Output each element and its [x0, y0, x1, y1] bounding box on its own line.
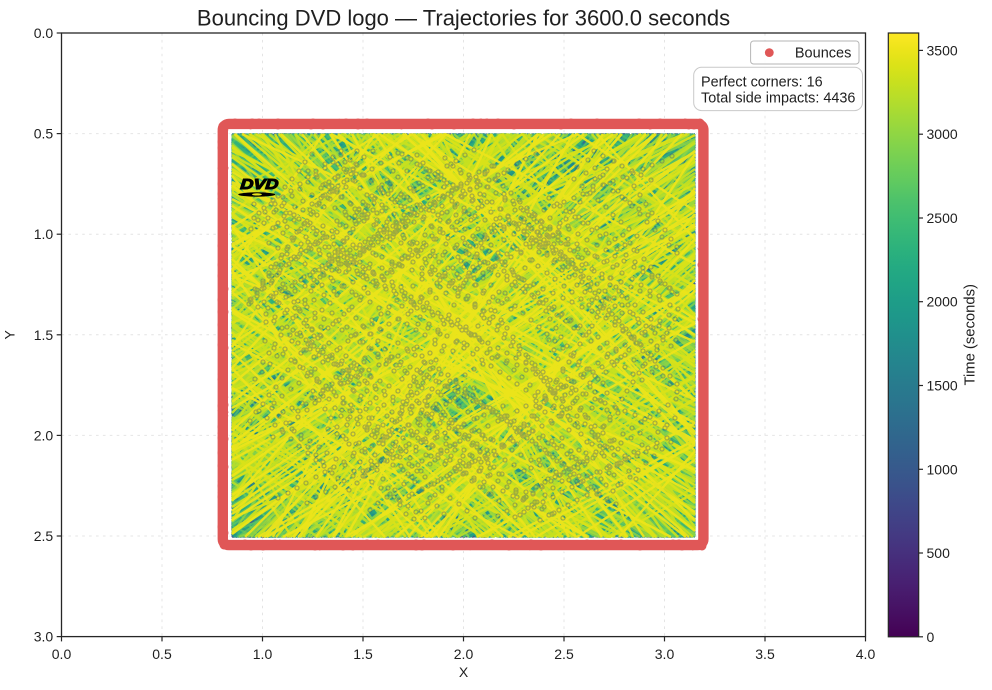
svg-text:DVD: DVD [240, 177, 280, 193]
svg-text:1500: 1500 [927, 378, 958, 394]
svg-text:1.0: 1.0 [34, 226, 54, 242]
svg-text:X: X [459, 664, 469, 680]
svg-text:2000: 2000 [927, 294, 958, 310]
svg-text:1.5: 1.5 [34, 327, 54, 343]
svg-text:Time (seconds): Time (seconds) [963, 284, 979, 385]
svg-text:2.5: 2.5 [554, 646, 574, 662]
svg-text:1000: 1000 [927, 461, 958, 477]
svg-text:0.5: 0.5 [152, 646, 172, 662]
svg-text:Bouncing DVD logo — Trajectori: Bouncing DVD logo — Trajectories for 360… [197, 6, 730, 31]
svg-text:0.5: 0.5 [34, 126, 54, 142]
svg-text:3000: 3000 [927, 126, 958, 142]
svg-text:Bounces: Bounces [795, 45, 851, 61]
svg-text:0.0: 0.0 [52, 646, 72, 662]
svg-text:3.5: 3.5 [755, 646, 775, 662]
svg-text:1.5: 1.5 [353, 646, 373, 662]
svg-text:3.0: 3.0 [34, 629, 54, 645]
svg-text:1.0: 1.0 [253, 646, 273, 662]
svg-text:3500: 3500 [927, 42, 958, 58]
svg-text:Y: Y [2, 329, 18, 339]
svg-text:0: 0 [927, 629, 935, 645]
svg-text:2.0: 2.0 [34, 427, 54, 443]
svg-text:0.0: 0.0 [34, 25, 54, 41]
svg-text:Perfect corners: 16: Perfect corners: 16 [701, 74, 823, 90]
svg-text:2.0: 2.0 [454, 646, 474, 662]
svg-text:3.0: 3.0 [655, 646, 675, 662]
svg-text:2500: 2500 [927, 210, 958, 226]
svg-text:Total side impacts: 4436: Total side impacts: 4436 [701, 91, 855, 107]
svg-text:2.5: 2.5 [34, 528, 54, 544]
svg-text:4.0: 4.0 [856, 646, 876, 662]
svg-text:500: 500 [927, 545, 951, 561]
